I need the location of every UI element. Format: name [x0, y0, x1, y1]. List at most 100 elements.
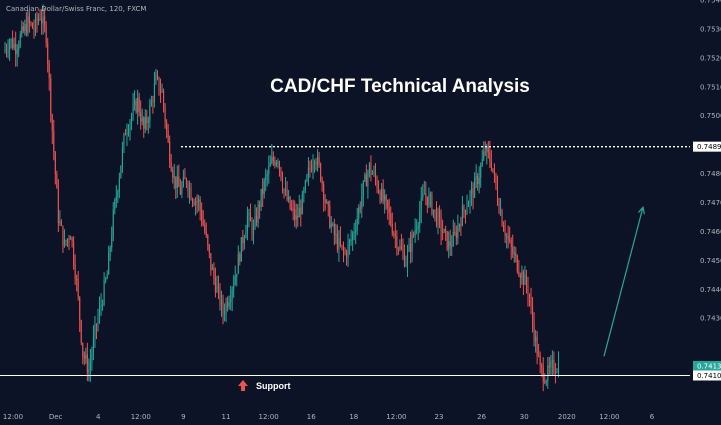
candle-body	[71, 237, 73, 243]
candle-body	[39, 18, 41, 20]
candle	[382, 179, 384, 205]
time-axis[interactable]: 12:00 Dec 4 12:00 9 11 12:00 16 18 12:00 23 26 30 202…	[3, 413, 655, 421]
candle-body	[361, 195, 363, 209]
candle-body	[79, 297, 81, 321]
candle	[535, 329, 537, 353]
candle-body	[439, 212, 441, 218]
candle-body	[368, 163, 370, 174]
candle-body	[54, 152, 56, 175]
candle	[310, 159, 313, 173]
projection-arrow-line	[603, 207, 644, 357]
candle	[262, 178, 264, 207]
candle	[277, 158, 279, 169]
candle-body	[118, 177, 120, 192]
candle	[153, 71, 155, 108]
candle-body	[342, 245, 345, 252]
candle-body	[216, 285, 218, 292]
candle-body	[252, 226, 255, 235]
candle	[550, 355, 552, 375]
candle-body	[47, 42, 49, 64]
candle-body	[429, 194, 431, 196]
candle-body	[74, 264, 76, 280]
candle-body	[518, 271, 520, 276]
candle-body	[492, 168, 494, 171]
candle	[256, 207, 258, 227]
candle-body	[112, 209, 114, 237]
candle-body	[437, 212, 439, 225]
candle-body	[525, 274, 527, 287]
candle	[509, 226, 511, 244]
candle-body	[225, 302, 227, 314]
candle	[391, 212, 393, 237]
candle	[71, 236, 73, 248]
candle	[390, 206, 392, 227]
candle-body	[402, 249, 404, 253]
candle-body	[126, 133, 128, 135]
candle-body	[193, 202, 195, 205]
candle-body	[65, 240, 67, 243]
candle	[92, 325, 94, 361]
candle-body	[105, 278, 107, 281]
candle-body	[396, 235, 398, 249]
candle-body	[475, 176, 477, 179]
candle	[324, 194, 326, 211]
candle	[259, 200, 261, 219]
candle-body	[387, 200, 389, 209]
candle	[224, 303, 226, 322]
price-tick-label: 0.75200	[700, 54, 721, 62]
candle-body	[320, 163, 322, 181]
candle	[231, 286, 233, 311]
candle-body	[309, 167, 311, 170]
candle	[111, 226, 113, 252]
price-axis[interactable]: 0.75400 0.75300 0.75200 0.75100 0.75000 0.748…	[693, 0, 721, 381]
candle	[364, 172, 366, 183]
candle-body	[248, 212, 250, 216]
candle-body	[463, 206, 465, 211]
candle-body	[374, 171, 377, 179]
candle-body	[400, 246, 402, 250]
candle	[216, 275, 218, 293]
candle	[198, 194, 200, 212]
candle	[240, 237, 242, 262]
candle-body	[146, 117, 148, 123]
candle	[347, 233, 349, 267]
candle-body	[44, 16, 46, 26]
candle	[422, 184, 424, 201]
candle-body	[246, 215, 248, 232]
candle	[338, 230, 340, 262]
candle	[350, 229, 352, 246]
candle	[187, 180, 189, 198]
candle-body	[173, 176, 175, 178]
candle	[19, 30, 21, 49]
candle-body	[268, 166, 270, 174]
candle	[300, 199, 302, 227]
candle	[411, 229, 413, 263]
candle-body	[175, 176, 177, 189]
candle-body	[403, 252, 406, 266]
price-tick-label: 0.75100	[700, 83, 721, 91]
candle	[306, 173, 308, 183]
candle-body	[164, 106, 166, 122]
candle	[167, 124, 169, 144]
candle-body	[147, 121, 149, 123]
candle	[371, 170, 373, 175]
candle	[394, 222, 396, 249]
candle-body	[234, 276, 236, 285]
candle	[521, 265, 523, 285]
candle	[74, 254, 76, 285]
candle-body	[503, 225, 505, 232]
candle	[269, 155, 271, 167]
candle	[86, 342, 88, 382]
candle-body	[509, 239, 511, 241]
candle	[63, 229, 65, 248]
candle	[251, 217, 253, 241]
candle-body	[50, 78, 52, 115]
candle-body	[428, 195, 430, 206]
candle-body	[292, 208, 294, 210]
candle	[527, 276, 529, 307]
candle	[445, 225, 447, 241]
candle-body	[327, 201, 329, 206]
candle	[294, 200, 296, 227]
candle	[79, 296, 81, 333]
